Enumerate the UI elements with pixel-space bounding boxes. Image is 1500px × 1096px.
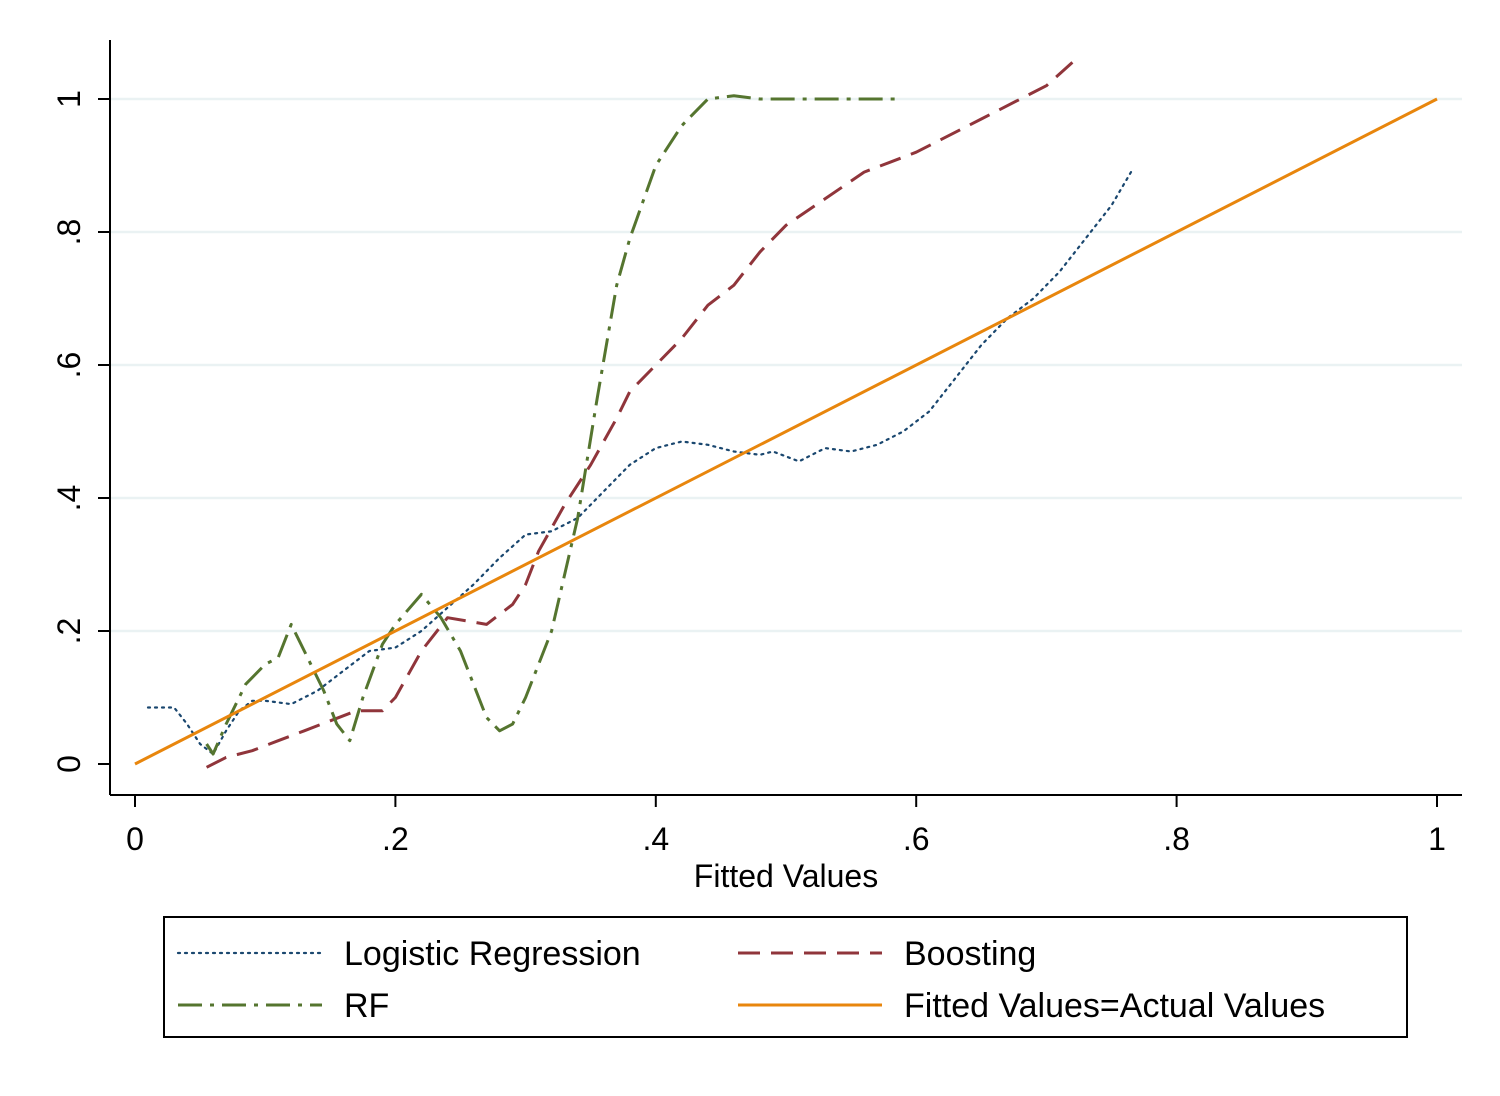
- series-line-fitted-values-actual-values: [134, 97, 1438, 766]
- legend: Logistic Regression Boosting RF Fitted V…: [163, 916, 1408, 1038]
- y-tick-label-4: .8: [51, 219, 87, 246]
- y-tick-label-2: .4: [51, 485, 87, 512]
- x-tick-label-5: 1: [1428, 821, 1446, 857]
- x-tick-label-4: .8: [1163, 821, 1190, 857]
- series-lines: [134, 61, 1438, 769]
- legend-label-rf: RF: [344, 987, 389, 1025]
- series-line-rf: [205, 94, 897, 756]
- y-tick-label-0: 0: [51, 755, 87, 773]
- y-tick-label-5: 1: [51, 90, 87, 108]
- legend-box: [163, 916, 1408, 1038]
- series-line-logistic-regression: [146, 171, 1133, 756]
- x-tick-label-1: .2: [382, 821, 409, 857]
- axes: [109, 40, 1462, 796]
- y-tick-label-3: .6: [51, 352, 87, 379]
- x-axis-title: Fitted Values: [694, 858, 878, 894]
- x-ticks: 0 .2 .4 .6 .8 1: [126, 795, 1446, 857]
- y-ticks: 0 .2 .4 .6 .8 1: [51, 90, 110, 773]
- legend-label-logistic-regression: Logistic Regression: [344, 935, 641, 973]
- legend-label-boosting: Boosting: [904, 935, 1036, 973]
- y-tick-label-1: .2: [51, 618, 87, 645]
- x-tick-label-3: .6: [903, 821, 930, 857]
- x-tick-label-0: 0: [126, 821, 144, 857]
- grid-lines: [111, 97, 1462, 633]
- legend-label-fitted-equals-actual: Fitted Values=Actual Values: [904, 987, 1325, 1025]
- x-tick-label-2: .4: [642, 821, 669, 857]
